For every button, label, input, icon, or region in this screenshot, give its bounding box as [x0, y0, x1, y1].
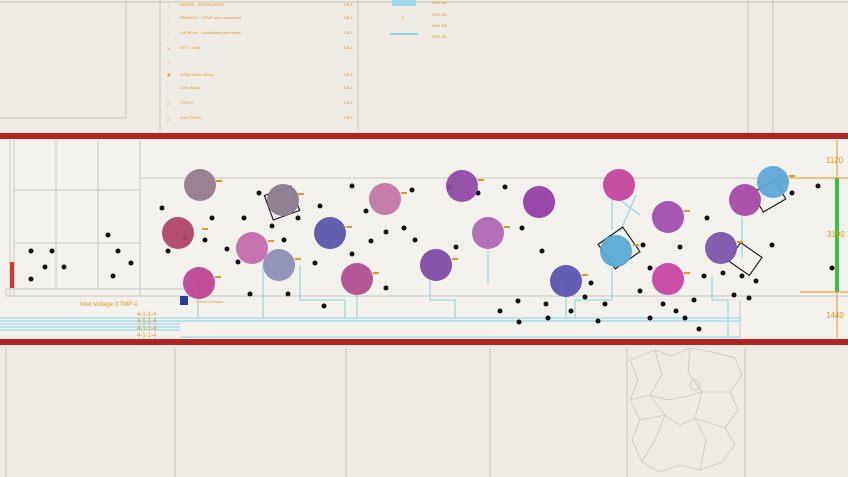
wire-bus	[0, 194, 743, 338]
strip-left-panel	[5, 140, 848, 338]
legend-entry: △ LINK POINT SB-1	[167, 115, 354, 121]
legend-code: ARK SE	[432, 34, 447, 39]
bus-code: 4-1-1-4	[137, 319, 157, 325]
device-circle[interactable]	[523, 186, 555, 218]
device-circle[interactable]	[184, 169, 216, 201]
device-circle[interactable]	[729, 184, 761, 216]
legend-entry-label: KEY - LINK	[180, 45, 201, 50]
device-layer[interactable]	[162, 166, 789, 299]
triangle-icon: △	[167, 116, 171, 121]
dimension-top: 1120	[826, 156, 844, 165]
device-circle[interactable]	[603, 169, 635, 201]
legend-entry-code: SB-1	[344, 15, 354, 20]
legend-entry-code: SB-1	[344, 30, 354, 35]
legend-entry: △ FOUTS SB-1	[167, 100, 354, 105]
legend-entry-label: PRIMARY - TEMP auto connected	[180, 15, 241, 20]
legend-entry-label: RMEDR - INSTRUMENT	[180, 2, 225, 7]
device-circle[interactable]	[267, 184, 299, 216]
device-circle[interactable]	[550, 265, 582, 297]
warning-icon: △	[167, 100, 171, 105]
fixture-dots	[28, 183, 835, 332]
legend-entry-label: LINK POINT	[180, 115, 203, 120]
legend-entry: ▣ ZONE Notes Block SB-1	[167, 72, 354, 77]
box-icon: ▣	[167, 72, 171, 77]
device-circle[interactable]	[162, 217, 194, 249]
legend-entry: □ LINK Block SB-1	[167, 85, 354, 90]
red-marker	[10, 262, 14, 288]
legend-entry-label: AIR Block - Conditions Area Notes	[180, 30, 241, 35]
device-circle[interactable]	[446, 170, 478, 202]
device-circle[interactable]	[369, 183, 401, 215]
legend-entry-code: SB-1	[344, 85, 354, 90]
device-circle[interactable]	[757, 166, 789, 198]
bus-code: 4-1-1-4	[137, 333, 157, 339]
legend-code: ARK AR	[432, 12, 447, 17]
dimension-bottom: 1440	[826, 311, 844, 320]
device-circle[interactable]	[341, 263, 373, 295]
legend-entry-code: SB-1	[344, 2, 354, 7]
bus-code: 4-1-1-4	[137, 312, 157, 318]
device-circle[interactable]	[236, 232, 268, 264]
legend-entry-code: SB-1	[344, 45, 354, 50]
device-circle[interactable]	[472, 217, 504, 249]
strip-border-top	[0, 133, 848, 139]
fire-icon: ♨	[167, 59, 171, 64]
dimension-markers: 1120 3190 1440	[790, 140, 848, 338]
legend-entry-label: LINK Block	[180, 85, 200, 90]
legend-symbol: ♙ ARK NE ARK AR ARK ME ARK SE	[390, 0, 448, 39]
device-circle[interactable]	[652, 201, 684, 233]
legend-entry-label: FOUTS	[180, 100, 194, 105]
legend-entry: ✕ KEY - LINK SB-1	[167, 45, 354, 51]
map-fragment	[629, 347, 743, 473]
strip-border-bottom	[0, 339, 848, 345]
legend-entry: ♁ PRIMARY - TEMP auto connected SB-1	[167, 15, 354, 21]
green-dimension-bar	[835, 178, 839, 292]
legend-code: ARK NE	[432, 0, 447, 5]
legend: ♁ RMEDR - INSTRUMENT SB-1 ♁ PRIMARY - TE…	[167, 0, 448, 121]
strip-sub-label: Circuit Connect	[196, 299, 224, 304]
device-circle[interactable]	[314, 217, 346, 249]
legend-entry-code: SB-1	[344, 115, 354, 120]
dimension-middle: 3190	[827, 230, 845, 239]
source-marker	[180, 296, 188, 305]
legend-entry: ♁ RMEDR - INSTRUMENT SB-1	[167, 2, 354, 8]
legend-code: ARK ME	[432, 23, 448, 28]
device-circle[interactable]	[183, 267, 215, 299]
strip-label: Inlet Voltage 3 TMP 4	[80, 302, 138, 308]
legend-entry-code: SB-1	[344, 72, 354, 77]
cross-icon: ✕	[167, 46, 170, 51]
square-icon: □	[167, 85, 170, 90]
bulb-icon: ♁	[167, 3, 170, 8]
legend-entry-label: ZONE Notes Block	[180, 72, 214, 77]
device-tags	[202, 175, 795, 278]
bus-code: 4-1-1-4	[137, 326, 157, 332]
device-circle[interactable]	[652, 263, 684, 295]
device-circle[interactable]	[600, 235, 632, 267]
device-circle[interactable]	[263, 249, 295, 281]
legend-symbol-icon: ♙	[401, 15, 405, 20]
highlighted-strip[interactable]: Inlet Voltage 3 TMP 4 Circuit Connect 4-…	[0, 133, 848, 345]
lamp-icon: ♁	[167, 31, 170, 36]
device-circle[interactable]	[420, 249, 452, 281]
legend-entry: ♁ AIR Block - Conditions Area Notes SB-1	[167, 30, 354, 36]
legend-entry-code: SB-1	[344, 100, 354, 105]
legend-entry: ♨	[167, 59, 171, 64]
device-circle[interactable]	[705, 232, 737, 264]
pin-icon: ♁	[167, 16, 170, 21]
